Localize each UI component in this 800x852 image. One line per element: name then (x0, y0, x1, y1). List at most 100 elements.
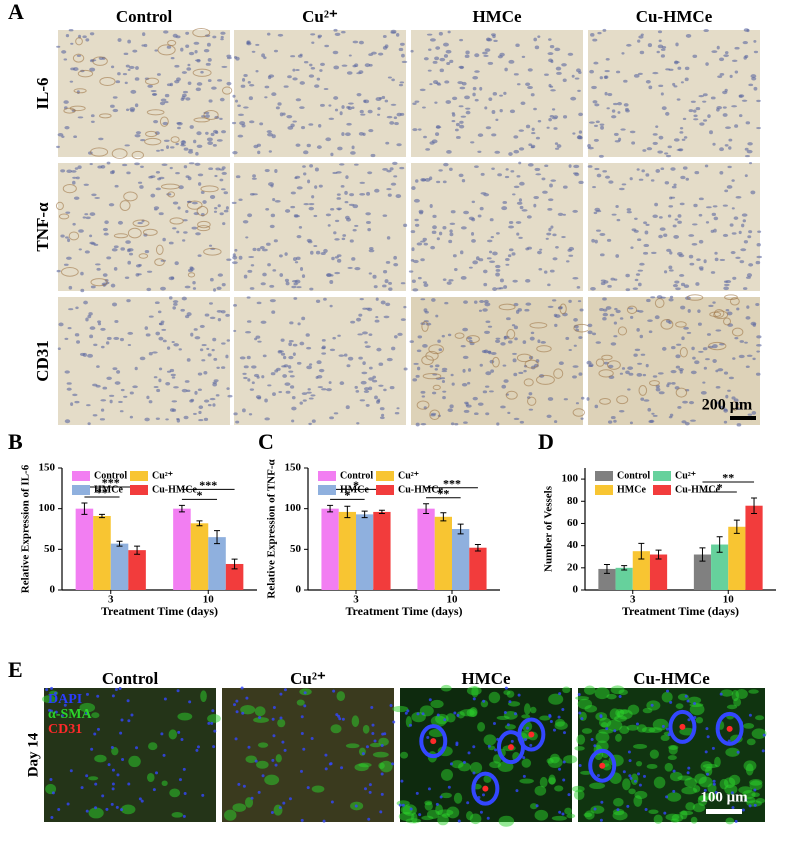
nucleus (690, 370, 697, 375)
dapi-signal (240, 686, 244, 690)
sma-signal (362, 724, 370, 734)
micrograph (409, 297, 591, 427)
nucleus (677, 252, 683, 256)
sma-signal (521, 758, 532, 768)
fluorescence-image (42, 686, 221, 822)
nucleus (450, 422, 455, 426)
nucleus (632, 287, 639, 291)
nucleus (234, 99, 238, 103)
nucleus (395, 33, 400, 37)
nucleus (642, 373, 647, 377)
nucleus (73, 135, 78, 139)
stain (421, 355, 434, 366)
nucleus (128, 65, 135, 70)
nucleus (423, 57, 429, 61)
nucleus (166, 145, 170, 150)
nucleus (547, 305, 554, 308)
nucleus (306, 365, 313, 370)
nucleus (533, 203, 537, 208)
nucleus (389, 167, 394, 171)
dapi-signal (472, 771, 476, 775)
sma-signal (685, 802, 696, 811)
nucleus (313, 244, 318, 248)
dapi-signal (306, 786, 310, 790)
nucleus (756, 350, 760, 353)
nucleus (90, 120, 95, 124)
dapi-signal (472, 697, 476, 701)
nucleus (150, 193, 156, 198)
micrograph (410, 30, 583, 157)
nucleus (705, 358, 710, 361)
legend-swatch (130, 471, 148, 481)
nucleus (442, 390, 447, 393)
nucleus (345, 175, 349, 179)
sma-signal (534, 785, 547, 796)
nucleus (354, 385, 358, 389)
bar (469, 547, 487, 590)
sma-signal (296, 699, 305, 706)
nucleus (669, 269, 674, 272)
nucleus (83, 300, 88, 305)
nucleus (449, 232, 454, 237)
nucleus (64, 419, 71, 424)
dapi-signal (195, 748, 199, 752)
nucleus (363, 387, 370, 391)
nucleus (670, 167, 676, 171)
nucleus (507, 254, 512, 258)
nucleus (684, 66, 690, 71)
nucleus (658, 84, 664, 88)
nucleus (425, 148, 431, 151)
nucleus (531, 132, 536, 135)
nucleus (554, 314, 561, 318)
nucleus (602, 28, 607, 32)
nucleus (154, 49, 159, 52)
nucleus (377, 398, 381, 403)
nucleus (578, 180, 584, 185)
nucleus (735, 196, 742, 199)
nucleus (143, 43, 148, 48)
dapi-signal (120, 718, 124, 722)
nucleus (438, 31, 443, 36)
nucleus (703, 366, 707, 370)
dapi-signal (183, 792, 187, 796)
nucleus (705, 206, 712, 209)
nucleus (656, 50, 660, 54)
nucleus (651, 251, 657, 255)
nucleus (321, 388, 327, 391)
nucleus (424, 178, 431, 182)
nucleus (711, 50, 718, 53)
nucleus (298, 225, 303, 229)
nucleus (562, 78, 567, 83)
nucleus (100, 399, 107, 402)
nucleus (209, 397, 216, 401)
dapi-signal (110, 745, 114, 749)
nucleus (577, 300, 582, 303)
nucleus (537, 339, 541, 344)
nucleus (474, 98, 479, 102)
dapi-signal (365, 745, 369, 749)
sma-signal (646, 763, 658, 769)
nucleus (291, 419, 295, 423)
dapi-signal (176, 689, 180, 693)
nucleus (466, 336, 473, 340)
nucleus (633, 353, 638, 357)
nucleus (153, 376, 158, 379)
nucleus (726, 185, 733, 189)
nucleus (205, 62, 211, 66)
nucleus (319, 69, 323, 72)
sma-signal (483, 734, 497, 746)
stain (92, 56, 108, 66)
dapi-signal (561, 812, 565, 816)
nucleus (668, 415, 673, 419)
nucleus (419, 211, 424, 215)
dapi-signal (188, 700, 192, 704)
nucleus (744, 54, 749, 59)
sma-signal (742, 789, 756, 799)
dapi-signal (130, 713, 134, 717)
nucleus (599, 232, 606, 237)
nucleus (124, 144, 130, 147)
nucleus (547, 397, 554, 401)
dapi-signal (201, 793, 205, 797)
nucleus (194, 162, 201, 166)
nucleus (618, 137, 622, 142)
